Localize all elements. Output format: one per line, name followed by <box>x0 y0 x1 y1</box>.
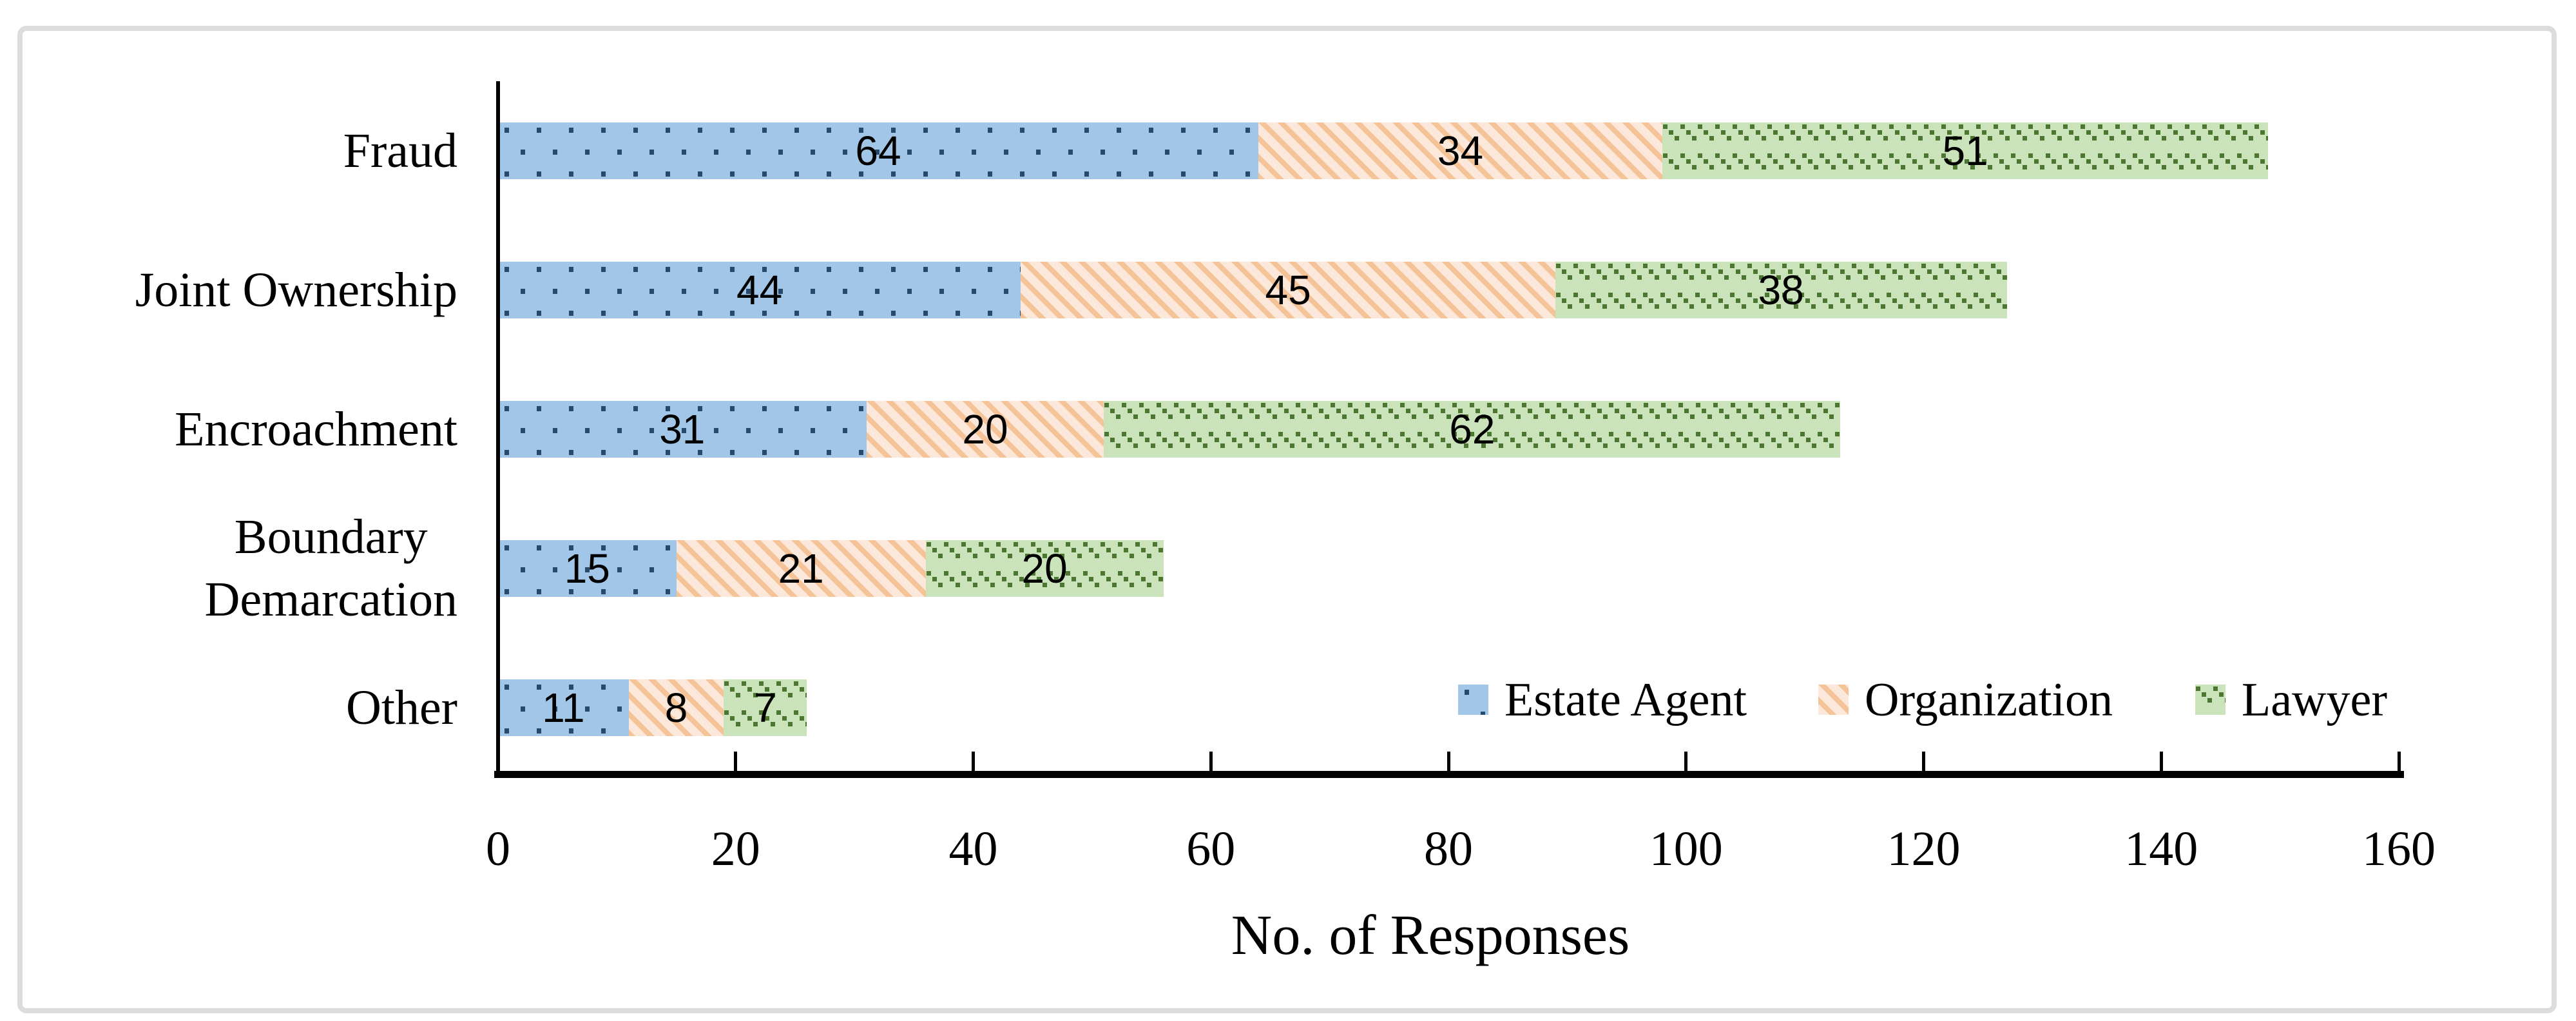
bar-segment-pattern <box>498 401 867 458</box>
x-axis-tick-label-0: 0 <box>486 822 510 876</box>
data-label-lawyer-fraud: 51 <box>1942 128 1988 174</box>
bar-segment-lawyer-joint-ownership <box>1555 262 2007 318</box>
bar-segment-pattern <box>866 401 1104 458</box>
data-label-organization-fraud: 34 <box>1437 128 1484 174</box>
data-label-lawyer-boundary-demarcation: 20 <box>1021 545 1068 592</box>
chart-border <box>17 26 2557 1013</box>
category-label-fraud: Fraud <box>343 123 457 178</box>
legend-swatch-pattern <box>2195 685 2225 715</box>
x-axis-line <box>494 771 2404 778</box>
x-axis-tick-label-80: 80 <box>1424 822 1473 876</box>
bar-segment-estate-agent-fraud <box>498 122 1258 179</box>
bar-segment-pattern <box>628 679 724 736</box>
bar-segment-pattern <box>925 540 1164 597</box>
x-axis-tick-label-120: 120 <box>1887 822 1961 876</box>
bar-segment-organization-encroachment <box>866 401 1104 458</box>
legend-swatch-organization <box>1818 685 1849 718</box>
bar-segment-organization-other <box>628 679 724 736</box>
x-axis-tick-label-160: 160 <box>2362 822 2436 876</box>
data-label-lawyer-encroachment: 62 <box>1449 406 1495 452</box>
data-label-organization-other: 8 <box>664 685 688 731</box>
bar-segment-pattern <box>1662 122 2268 179</box>
x-axis-tick-140 <box>2159 752 2163 771</box>
data-label-lawyer-other: 7 <box>754 685 777 731</box>
bar-segment-lawyer-other <box>724 679 807 736</box>
legend-label-organization: Organization <box>1865 673 2113 726</box>
x-axis-tick-label-60: 60 <box>1186 822 1236 876</box>
legend-label-estate-agent: Estate Agent <box>1504 673 1747 726</box>
bar-segment-organization-boundary-demarcation <box>676 540 926 597</box>
bar-segment-pattern <box>498 122 1258 179</box>
bar-segment-organization-fraud <box>1258 122 1662 179</box>
bar-segment-pattern <box>1104 401 1841 458</box>
category-label-boundary-demarcation: Boundary Demarcation <box>204 510 457 627</box>
x-axis-tick-20 <box>734 752 738 771</box>
bar-segment-pattern <box>1021 262 1556 318</box>
legend-label-lawyer: Lawyer <box>2242 673 2387 726</box>
x-axis-tick-40 <box>972 752 975 771</box>
x-axis-tick-80 <box>1447 752 1450 771</box>
bar-segment-estate-agent-boundary-demarcation <box>498 540 677 597</box>
x-axis-tick-160 <box>2397 752 2401 771</box>
legend-swatch-estate-agent <box>1458 685 1488 718</box>
data-label-organization-encroachment: 20 <box>962 406 1008 452</box>
x-axis-tick-label-20: 20 <box>711 822 760 876</box>
x-axis-tick-label-100: 100 <box>1649 822 1723 876</box>
bar-segment-pattern <box>498 262 1021 318</box>
x-axis-tick-label-40: 40 <box>948 822 998 876</box>
x-axis-tick-60 <box>1209 752 1213 771</box>
data-label-estate-agent-encroachment: 31 <box>659 406 706 452</box>
y-axis-line <box>496 81 500 778</box>
data-label-organization-joint-ownership: 45 <box>1265 267 1311 313</box>
bar-segment-pattern <box>498 679 629 736</box>
x-axis-tick-0 <box>496 752 500 771</box>
category-label-encroachment: Encroachment <box>175 402 457 456</box>
bar-segment-pattern <box>1555 262 2007 318</box>
bar-segment-estate-agent-encroachment <box>498 401 867 458</box>
data-label-estate-agent-joint-ownership: 44 <box>736 267 783 313</box>
bar-segment-organization-joint-ownership <box>1021 262 1556 318</box>
bar-segment-pattern <box>1258 122 1662 179</box>
category-label-joint-ownership: Joint Ownership <box>135 262 457 317</box>
x-axis-tick-120 <box>1922 752 1925 771</box>
bar-segment-lawyer-boundary-demarcation <box>925 540 1164 597</box>
x-axis-tick-100 <box>1684 752 1688 771</box>
data-label-lawyer-joint-ownership: 38 <box>1758 267 1804 313</box>
legend-swatch-pattern <box>1818 685 1849 715</box>
bar-segment-lawyer-encroachment <box>1104 401 1841 458</box>
bar-segment-estate-agent-other <box>498 679 629 736</box>
legend-swatch-pattern <box>1458 685 1488 715</box>
data-label-organization-boundary-demarcation: 21 <box>778 545 824 592</box>
data-label-estate-agent-other: 11 <box>542 685 585 731</box>
data-label-estate-agent-boundary-demarcation: 15 <box>564 545 610 592</box>
x-axis-tick-label-140: 140 <box>2124 822 2198 876</box>
bar-segment-lawyer-fraud <box>1662 122 2268 179</box>
bar-segment-estate-agent-joint-ownership <box>498 262 1021 318</box>
x-axis-title: No. of Responses <box>1231 904 1630 967</box>
bar-segment-pattern <box>498 540 677 597</box>
legend-swatch-lawyer <box>2195 685 2225 718</box>
category-label-other: Other <box>345 680 457 735</box>
bar-segment-pattern <box>676 540 926 597</box>
data-label-estate-agent-fraud: 64 <box>855 128 901 174</box>
bar-segment-pattern <box>724 679 807 736</box>
